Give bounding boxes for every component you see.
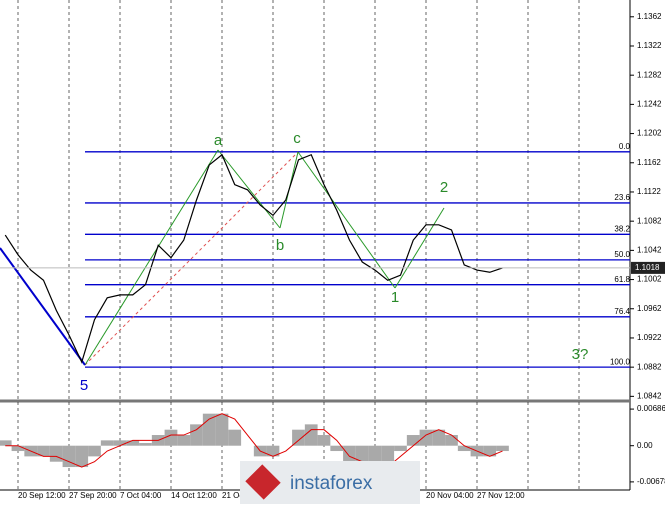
fib-label: 100.0 xyxy=(610,357,631,366)
osc-bar xyxy=(215,413,229,446)
osc-bar xyxy=(62,445,76,468)
wave-line xyxy=(217,149,281,229)
x-tick-label: 20 Sep 12:00 xyxy=(18,491,66,500)
y-tick-label: 1.1202 xyxy=(637,129,662,138)
wave-label: b xyxy=(276,237,284,254)
x-tick-label: 20 Nov 04:00 xyxy=(426,491,474,500)
fib-label: 61.8 xyxy=(614,275,630,284)
fib-label: 23.6 xyxy=(614,193,630,202)
fib-label: 50.0 xyxy=(614,250,630,259)
last-price-label: 1.1018 xyxy=(635,263,660,272)
osc-bar xyxy=(49,445,63,462)
wave-label: 5 xyxy=(80,377,88,394)
osc-bar xyxy=(292,429,305,446)
osc-bar xyxy=(496,445,509,452)
osc-line xyxy=(5,413,503,468)
y-tick-label: 1.0882 xyxy=(637,362,662,371)
osc-bar xyxy=(37,445,50,457)
osc-bar xyxy=(406,435,420,446)
y-tick-label: 1.1162 xyxy=(637,158,661,167)
y-tick-label: 1.1082 xyxy=(637,216,662,225)
x-tick-label: 21 Oct xyxy=(222,491,246,500)
y-tick-label: 0.00 xyxy=(637,441,653,450)
y-tick-label: -0.00678 xyxy=(637,477,665,486)
osc-bar xyxy=(381,445,395,462)
osc-bar xyxy=(11,445,25,452)
y-tick-label: 1.0962 xyxy=(637,304,662,313)
fib-label: 38.2 xyxy=(614,224,630,233)
y-tick-label: 1.1002 xyxy=(637,275,662,284)
osc-bar xyxy=(202,413,216,446)
wave-label: c xyxy=(293,130,301,147)
watermark: instaforex xyxy=(290,473,373,494)
osc-bar xyxy=(164,429,178,446)
osc-bar xyxy=(100,440,114,446)
osc-bar xyxy=(228,429,242,446)
y-tick-label: 1.0922 xyxy=(637,333,662,342)
osc-bar xyxy=(432,429,446,446)
x-tick-label: 14 Oct 12:00 xyxy=(171,491,217,500)
osc-bar xyxy=(304,424,318,446)
wave-line xyxy=(84,149,219,366)
last-price-box xyxy=(631,261,665,274)
osc-bar xyxy=(113,440,127,446)
wave-label: a xyxy=(214,132,223,149)
osc-bar xyxy=(445,435,458,446)
osc-bar xyxy=(266,445,280,457)
watermark-icon xyxy=(245,464,281,500)
wave-label: 3? xyxy=(572,346,589,363)
wave-line xyxy=(297,151,396,289)
wave-label: 2 xyxy=(440,179,448,196)
osc-bar xyxy=(394,445,407,452)
trend-dashed xyxy=(84,151,299,366)
y-tick-label: 0.00686 xyxy=(637,404,665,413)
wave-label: 1 xyxy=(391,289,399,306)
osc-bar xyxy=(139,443,152,446)
osc-bar xyxy=(88,445,101,457)
osc-bar xyxy=(457,445,471,452)
y-tick-label: 1.1362 xyxy=(637,12,662,21)
osc-bar xyxy=(75,445,89,468)
x-tick-label: 7 Oct 04:00 xyxy=(120,491,162,500)
y-tick-label: 1.1322 xyxy=(637,41,662,50)
x-tick-label: 27 Nov 12:00 xyxy=(477,491,525,500)
fib-label: 0.0 xyxy=(619,142,631,151)
wave-line xyxy=(394,207,445,289)
osc-bar xyxy=(177,435,191,446)
x-tick-label: 27 Sep 20:00 xyxy=(69,491,117,500)
y-tick-label: 1.0842 xyxy=(637,391,662,400)
osc-bar xyxy=(126,440,140,446)
osc-bar xyxy=(419,429,433,446)
y-tick-label: 1.1122 xyxy=(637,187,661,196)
y-tick-label: 1.1282 xyxy=(637,70,662,79)
osc-bar xyxy=(330,445,344,452)
price-line xyxy=(4,153,503,364)
y-tick-label: 1.1042 xyxy=(637,245,662,254)
osc-bar xyxy=(190,424,203,446)
y-tick-label: 1.1242 xyxy=(637,99,662,108)
osc-bar xyxy=(483,445,497,457)
fib-label: 76.4 xyxy=(614,307,630,316)
osc-bar xyxy=(343,445,356,462)
osc-bar xyxy=(0,440,12,446)
osc-bar xyxy=(317,435,331,446)
